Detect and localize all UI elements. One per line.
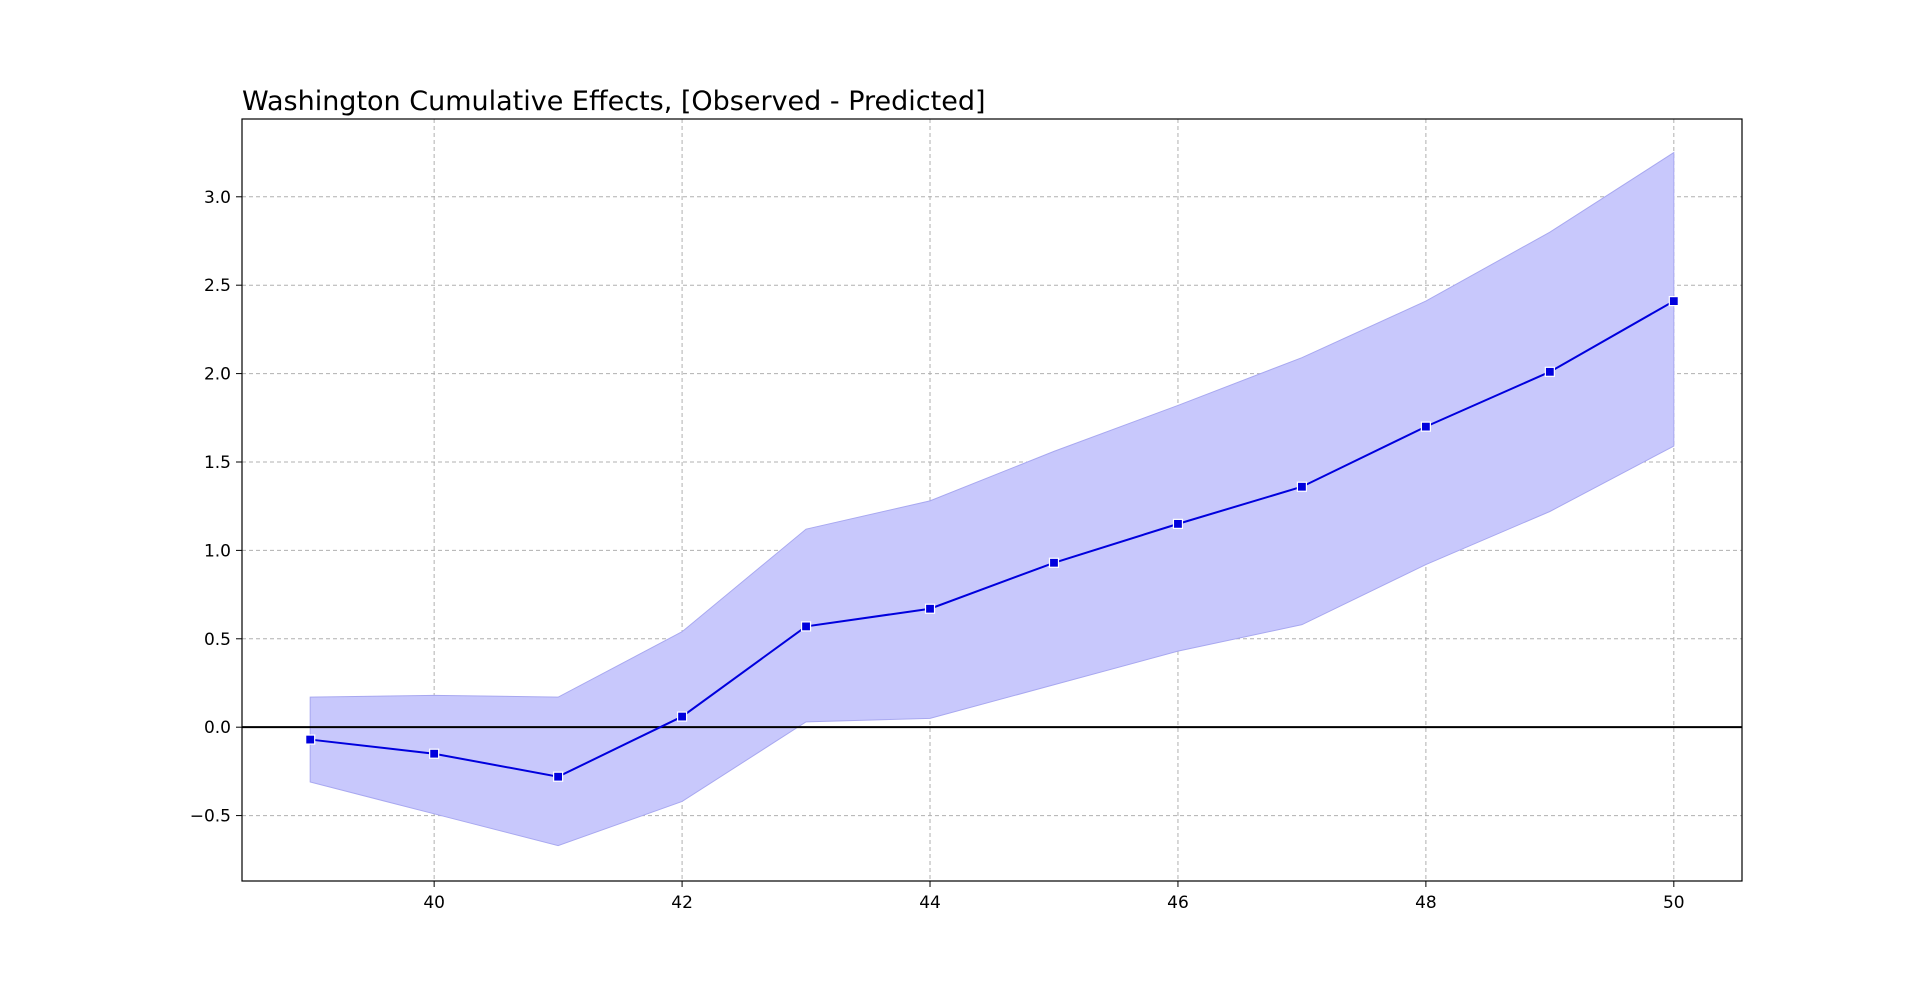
data-point [1172, 518, 1184, 529]
x-tick-label: 44 [919, 893, 941, 913]
data-point [429, 748, 440, 759]
series-line [310, 300, 1675, 778]
data-markers [305, 296, 1679, 782]
x-tick-label: 42 [671, 893, 693, 913]
data-point [676, 711, 688, 722]
confidence-band-layer [309, 151, 1675, 847]
y-tick-label: 2.5 [204, 276, 231, 296]
data-point [800, 621, 812, 632]
data-point [1048, 557, 1060, 568]
x-tick-label: 46 [1167, 893, 1189, 913]
data-point [1420, 421, 1431, 432]
data-point [553, 771, 564, 782]
series-line-layer [310, 300, 1675, 778]
plot-frame [241, 118, 1743, 882]
chart-title: Washington Cumulative Effects, [Observed… [242, 86, 986, 117]
x-axis-ticks: 40 42 44 46 48 50 [423, 881, 1685, 913]
y-tick-label: 1.5 [204, 453, 231, 473]
x-tick-label: 48 [1415, 893, 1437, 913]
y-tick-label: 0.0 [204, 718, 231, 738]
x-tick-label: 40 [423, 893, 445, 913]
data-point [1296, 481, 1308, 492]
y-tick-label: 2.0 [204, 365, 231, 385]
data-point [1668, 296, 1679, 307]
x-tick-label: 50 [1663, 893, 1685, 913]
y-axis-ticks: −0.5 0.0 0.5 1.0 1.5 2.0 2.5 3.0 [190, 188, 242, 827]
data-point [1544, 366, 1555, 377]
data-point [924, 603, 936, 614]
y-tick-label: 1.0 [204, 541, 231, 561]
y-tick-label: −0.5 [190, 807, 231, 827]
confidence-band [309, 151, 1675, 847]
y-tick-label: 0.5 [204, 630, 231, 650]
y-tick-label: 3.0 [204, 188, 231, 208]
data-point [305, 734, 316, 745]
